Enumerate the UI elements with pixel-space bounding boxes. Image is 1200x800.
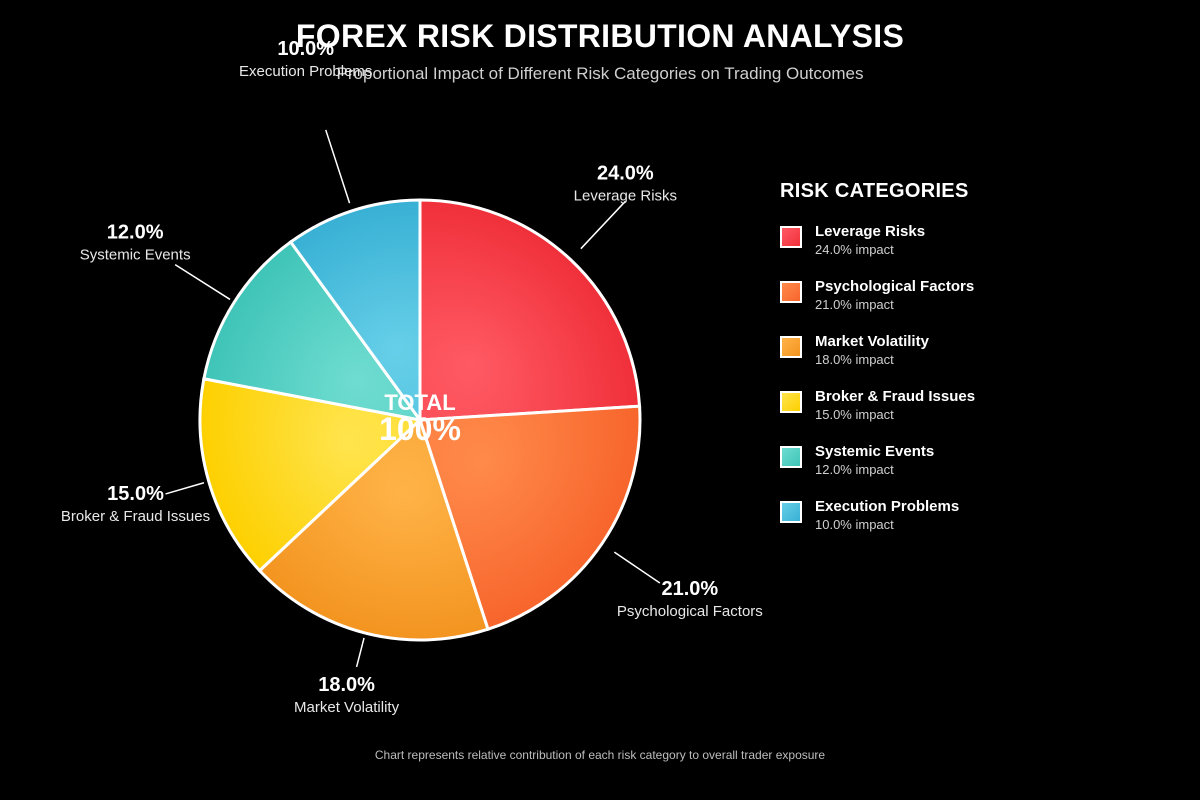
- legend-item-impact: 21.0% impact: [815, 297, 894, 312]
- pie-slice-systemic-events[interactable]: [202, 239, 424, 423]
- leader-line-market-volatility: [355, 637, 365, 668]
- pie-slice-leverage-risks[interactable]: [418, 198, 642, 422]
- legend-item-leverage-risks[interactable]: Leverage Risks 24.0% impact: [780, 223, 1040, 278]
- slice-percent-systemic-events: 12.0%: [107, 222, 164, 244]
- leader-line-broker-fraud-issues: [165, 482, 205, 495]
- pie-slice-market-volatility[interactable]: [257, 417, 490, 642]
- legend-title: RISK CATEGORIES: [780, 180, 969, 202]
- pie-slice-execution-problems[interactable]: [288, 198, 422, 425]
- legend-item-name: Systemic Events: [815, 443, 935, 460]
- center-total-label: TOTAL: [384, 390, 455, 415]
- leader-line-systemic-events: [174, 263, 231, 301]
- legend-swatch: [780, 226, 802, 248]
- chart-subtitle: Proportional Impact of Different Risk Ca…: [336, 64, 864, 83]
- slice-category-execution-problems: Execution Problems: [239, 63, 372, 80]
- legend-text: Leverage Risks 24.0% impact: [815, 223, 925, 259]
- legend-item-impact: 10.0% impact: [815, 517, 894, 532]
- legend-item-impact: 18.0% impact: [815, 352, 894, 367]
- slice-percent-broker-fraud-issues: 15.0%: [107, 483, 164, 505]
- slice-category-psychological-factors: Psychological Factors: [617, 603, 763, 620]
- legend-item-systemic-events[interactable]: Systemic Events 12.0% impact: [780, 443, 1040, 498]
- legend-item-impact: 24.0% impact: [815, 242, 894, 257]
- legend-swatch: [780, 501, 802, 523]
- legend-item-broker-fraud-issues[interactable]: Broker & Fraud Issues 15.0% impact: [780, 388, 1040, 443]
- legend-item-execution-problems[interactable]: Execution Problems 10.0% impact: [780, 498, 1040, 553]
- slice-category-market-volatility: Market Volatility: [294, 699, 400, 716]
- legend-text: Systemic Events 12.0% impact: [815, 443, 934, 479]
- legend-item-impact: 15.0% impact: [815, 407, 894, 422]
- legend-item-psychological-factors[interactable]: Psychological Factors 21.0% impact: [780, 278, 1040, 333]
- legend-item-name: Execution Problems: [815, 498, 960, 515]
- footnote: Chart represents relative contribution o…: [374, 748, 826, 762]
- pie-slice-psychological-factors[interactable]: [417, 404, 642, 632]
- leader-line-psychological-factors: [613, 551, 661, 584]
- center-total-value: 100%: [379, 411, 461, 447]
- legend-swatch: [780, 336, 802, 358]
- slice-percent-execution-problems: 10.0%: [277, 38, 334, 60]
- legend-text: Market Volatility 18.0% impact: [815, 333, 929, 369]
- legend: RISK CATEGORIES Leverage Risks 24.0% impa…: [780, 180, 1040, 553]
- legend-swatch: [780, 446, 802, 468]
- slice-category-leverage-risks: Leverage Risks: [574, 187, 677, 204]
- legend-item-name: Psychological Factors: [815, 278, 975, 295]
- leader-line-leverage-risks: [580, 200, 626, 250]
- legend-item-impact: 12.0% impact: [815, 462, 894, 477]
- pie-slices: [198, 198, 642, 642]
- slice-category-broker-fraud-issues: Broker & Fraud Issues: [61, 508, 210, 525]
- slice-labels: 24.0% Leverage Risks 21.0% Psychological Fa…: [61, 38, 763, 716]
- leader-lines: [165, 129, 661, 668]
- legend-swatch: [780, 391, 802, 413]
- slice-percent-market-volatility: 18.0%: [318, 674, 375, 696]
- legend-items: Leverage Risks 24.0% impact Psychological …: [780, 223, 1040, 553]
- legend-text: Psychological Factors 21.0% impact: [815, 278, 974, 314]
- legend-text: Execution Problems 10.0% impact: [815, 498, 959, 534]
- legend-swatch: [780, 281, 802, 303]
- chart-title: FOREX RISK DISTRIBUTION ANALYSIS: [295, 18, 905, 54]
- legend-item-name: Market Volatility: [815, 333, 929, 350]
- slice-percent-psychological-factors: 21.0%: [661, 578, 718, 600]
- slice-percent-leverage-risks: 24.0%: [597, 162, 654, 184]
- legend-text: Broker & Fraud Issues 15.0% impact: [815, 388, 975, 424]
- legend-item-market-volatility[interactable]: Market Volatility 18.0% impact: [780, 333, 1040, 388]
- legend-item-name: Broker & Fraud Issues: [815, 388, 976, 405]
- pie-slice-broker-fraud-issues[interactable]: [198, 377, 424, 573]
- legend-item-name: Leverage Risks: [815, 223, 926, 240]
- slice-category-systemic-events: Systemic Events: [80, 247, 191, 264]
- leader-line-execution-problems: [325, 129, 351, 204]
